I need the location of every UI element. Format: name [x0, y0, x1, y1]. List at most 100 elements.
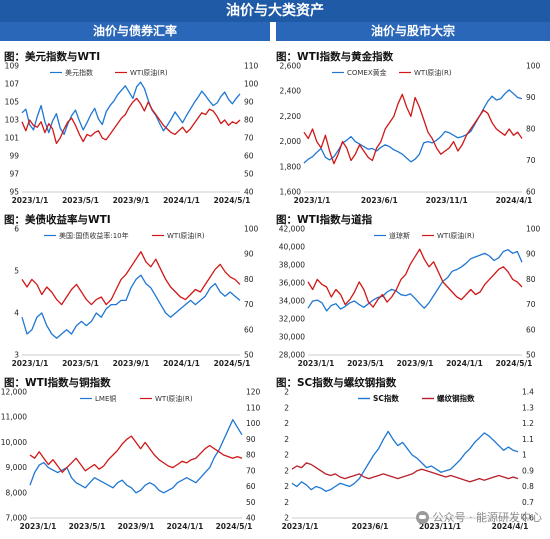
chart-copper: 12,000 11,000 10,000 9,000 8,000 7,000 120 110 1… — [1, 388, 261, 532]
right-tick-label: 70 — [244, 300, 254, 309]
chart-ust: 6 5 4 3 100 90 80 70 60 50 2023/1/1 2023/5/1 2023/9/… — [12, 225, 259, 369]
right-tick-label: 50 — [526, 351, 536, 360]
left-tick-label: 12,000 — [1, 388, 27, 397]
legend-label: 道琼斯 — [389, 231, 410, 240]
chart-title-copper: 图：WTI指数与铜指数 — [4, 377, 111, 389]
right-tick-label: 120 — [246, 388, 261, 397]
x-tick-label: 2023/9/1 — [113, 196, 150, 205]
right-tick-label: 50 — [244, 351, 254, 360]
x-tick-label: 2023/5/1 — [69, 522, 106, 531]
chart-title-ust: 图：美债收益率与WTI — [4, 214, 111, 226]
x-tick-label: 2023/9/1 — [118, 522, 155, 531]
x-tick-label: 2023/5/1 — [347, 359, 384, 368]
left-tick-label: 2,000 — [280, 137, 302, 146]
right-tick-label: 70 — [526, 300, 536, 309]
series-line-0 — [307, 249, 523, 312]
right-tick-label: 0.6 — [522, 514, 534, 523]
section-header-right: 油价与股市大宗 — [276, 22, 550, 41]
left-tick-label: 2 — [284, 419, 289, 428]
left-tick-label: 2 — [284, 435, 289, 444]
legend-label: WTI原油(R) — [437, 231, 475, 240]
x-tick-label: 2023/9/1 — [397, 359, 434, 368]
legend-label: SC指数 — [373, 393, 399, 403]
left-tick-label: 9,000 — [6, 463, 28, 472]
left-tick-label: 103 — [5, 116, 20, 125]
left-tick-label: 2 — [284, 451, 289, 460]
left-tick-label: 105 — [5, 98, 20, 107]
right-tick-label: 90 — [244, 250, 254, 259]
left-tick-label: 2 — [284, 466, 289, 475]
right-tick-label: 70 — [526, 156, 536, 165]
x-tick-label: 2023/5/1 — [62, 196, 99, 205]
left-tick-label: 11,000 — [1, 413, 27, 422]
watermark-text: 公众号 · 能源研发中心 — [432, 511, 543, 524]
watermark: 公众号 · 能源研发中心 — [415, 509, 543, 525]
x-tick-label: 2024/4/1 — [496, 196, 533, 205]
left-tick-label: 40,000 — [279, 243, 305, 252]
left-tick-label: 2 — [284, 388, 289, 397]
series-line-1 — [307, 248, 523, 308]
legend-label: LME铜 — [95, 394, 116, 403]
x-tick-label: 2024/5/1 — [216, 522, 253, 531]
x-tick-label: 2023/1/1 — [298, 359, 335, 368]
left-tick-label: 38,000 — [279, 261, 305, 270]
x-tick-label: 2023/11/1 — [419, 522, 461, 531]
right-tick-label: 60 — [246, 482, 256, 491]
left-tick-label: 2 — [284, 403, 289, 412]
left-tick-label: 97 — [9, 170, 19, 179]
left-tick-label: 2,400 — [280, 87, 302, 96]
x-tick-label: 2023/11/1 — [426, 196, 468, 205]
x-tick-label: 2023/1/1 — [12, 359, 49, 368]
left-tick-label: 1,600 — [280, 188, 302, 197]
x-tick-label: 2024/5/1 — [214, 359, 251, 368]
chart-title-usd: 图：美元指数与WTI — [4, 51, 101, 63]
right-tick-label: 50 — [246, 498, 256, 507]
legend-label: COMEX黄金 — [347, 68, 387, 77]
legend-label: WTI原油(R) — [167, 231, 205, 240]
right-tick-label: 60 — [244, 152, 254, 161]
chart-title-gold: 图：WTI指数与黄金指数 — [276, 51, 394, 63]
legend-label: WTI原油(R) — [155, 394, 193, 403]
right-tick-label: 100 — [526, 225, 541, 234]
series-line-1 — [21, 97, 241, 145]
left-tick-label: 6 — [14, 225, 19, 234]
legend-label: WTI原油(R) — [414, 68, 452, 77]
left-tick-label: 1,800 — [280, 162, 302, 171]
right-tick-label: 100 — [526, 62, 541, 71]
left-tick-label: 7,000 — [6, 514, 28, 523]
legend-label: 美元指数 — [65, 68, 93, 77]
right-tick-label: 90 — [246, 435, 256, 444]
right-tick-label: 1.3 — [522, 403, 534, 412]
x-tick-label: 2023/1/1 — [282, 522, 319, 531]
left-tick-label: 2,600 — [280, 62, 302, 71]
x-tick-label: 2023/9/1 — [113, 359, 150, 368]
right-tick-label: 60 — [244, 325, 254, 334]
left-tick-label: 30,000 — [279, 333, 305, 342]
x-tick-label: 2024/1/1 — [163, 359, 200, 368]
left-tick-label: 34,000 — [279, 297, 305, 306]
series-line-0 — [303, 89, 523, 164]
right-tick-label: 80 — [244, 116, 254, 125]
left-tick-label: 8,000 — [6, 488, 28, 497]
left-tick-label: 42,000 — [279, 225, 305, 234]
chart-sc: 2 2 2 2 2 2 2 2 2 1.4 1.3 1.2 1.1 1 0.9 0.8 0.7 0.6 2023/1… — [282, 388, 535, 532]
right-tick-label: 1.2 — [522, 419, 534, 428]
series-line-1 — [303, 93, 523, 165]
chart-title-sc: 图：SC指数与螺纹钢指数 — [276, 377, 397, 389]
right-tick-label: 90 — [526, 93, 536, 102]
left-tick-label: 5 — [14, 267, 19, 276]
right-tick-label: 1.4 — [522, 388, 534, 397]
right-tick-label: 80 — [526, 275, 536, 284]
x-tick-label: 2024/1/1 — [163, 196, 200, 205]
chart-dji: 42,000 40,000 38,000 36,000 34,000 32,000 30,0… — [279, 225, 541, 369]
section-header-left: 油价与债券汇率 — [0, 22, 270, 41]
series-line-0 — [21, 274, 241, 339]
left-tick-label: 2 — [284, 514, 289, 523]
right-tick-label: 70 — [244, 134, 254, 143]
series-line-0 — [21, 81, 241, 136]
banner-title: 油价与大类资产 — [0, 0, 550, 22]
left-tick-label: 32,000 — [279, 315, 305, 324]
right-tick-label: 70 — [246, 466, 256, 475]
legend-label: WTI原油(R) — [130, 68, 168, 77]
x-tick-label: 2024/4/1 — [492, 522, 529, 531]
